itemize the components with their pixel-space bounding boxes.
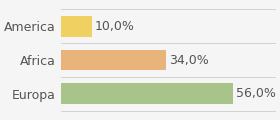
Text: 34,0%: 34,0% bbox=[169, 54, 208, 66]
Text: 56,0%: 56,0% bbox=[236, 87, 276, 100]
Bar bbox=[62, 50, 165, 70]
Bar bbox=[62, 16, 92, 37]
Text: 10,0%: 10,0% bbox=[95, 20, 135, 33]
Bar bbox=[62, 83, 233, 104]
